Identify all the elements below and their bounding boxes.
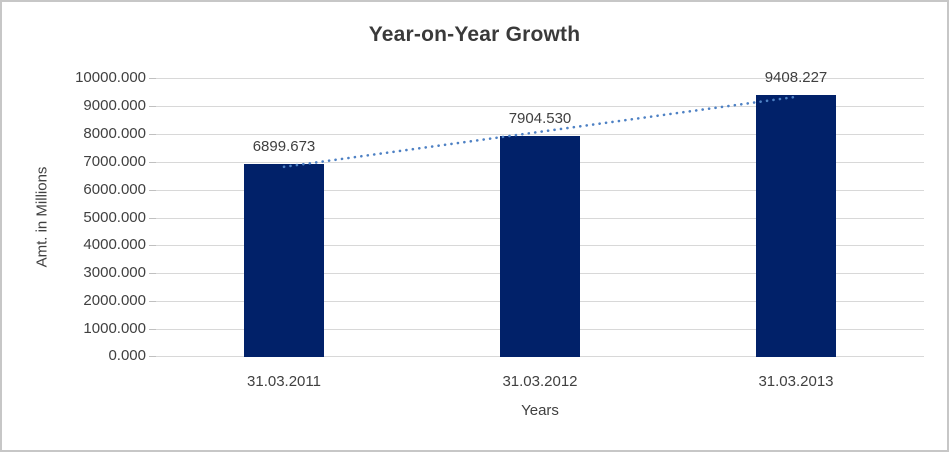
y-axis-tick-label: 6000.000 xyxy=(83,181,146,198)
y-axis-tick xyxy=(149,106,156,107)
y-axis-tick xyxy=(149,78,156,79)
y-axis-tick-label: 1000.000 xyxy=(83,320,146,337)
y-axis-tick-label: 4000.000 xyxy=(83,236,146,253)
y-axis-tick-label: 5000.000 xyxy=(83,209,146,226)
y-axis-tick xyxy=(149,356,156,357)
x-axis-title: Years xyxy=(521,402,559,419)
chart-bar xyxy=(756,95,836,357)
chart-bar xyxy=(244,164,324,357)
y-axis-tick-label: 10000.000 xyxy=(75,69,146,86)
y-axis-tick-label: 8000.000 xyxy=(83,125,146,142)
x-axis-tick-label: 31.03.2012 xyxy=(502,373,578,390)
y-axis-tick xyxy=(149,301,156,302)
x-axis-tick-label: 31.03.2011 xyxy=(247,373,321,390)
gridline xyxy=(156,134,924,135)
y-axis-tick xyxy=(149,329,156,330)
x-axis-tick-label: 31.03.2013 xyxy=(758,373,834,390)
y-axis-tick-label: 3000.000 xyxy=(83,264,146,281)
bar-value-label: 6899.673 xyxy=(252,138,316,155)
y-axis-tick xyxy=(149,218,156,219)
trendline-dotted-line xyxy=(282,95,798,169)
y-axis-tick xyxy=(149,134,156,135)
y-axis-tick-label: 9000.000 xyxy=(83,97,146,114)
y-axis-tick-label: 0.000 xyxy=(108,347,146,364)
bar-value-label: 7904.530 xyxy=(508,110,572,127)
chart-bar xyxy=(500,136,580,357)
y-axis-tick xyxy=(149,273,156,274)
y-axis-tick xyxy=(149,190,156,191)
y-axis-tick-label: 7000.000 xyxy=(83,153,146,170)
y-axis-tick xyxy=(149,245,156,246)
y-axis-tick-label: 2000.000 xyxy=(83,292,146,309)
y-axis-tick xyxy=(149,162,156,163)
trendline xyxy=(282,95,798,169)
gridline xyxy=(156,106,924,107)
bar-value-label: 9408.227 xyxy=(764,69,828,86)
chart-title: Year-on-Year Growth xyxy=(368,23,581,46)
gridline xyxy=(156,78,924,79)
